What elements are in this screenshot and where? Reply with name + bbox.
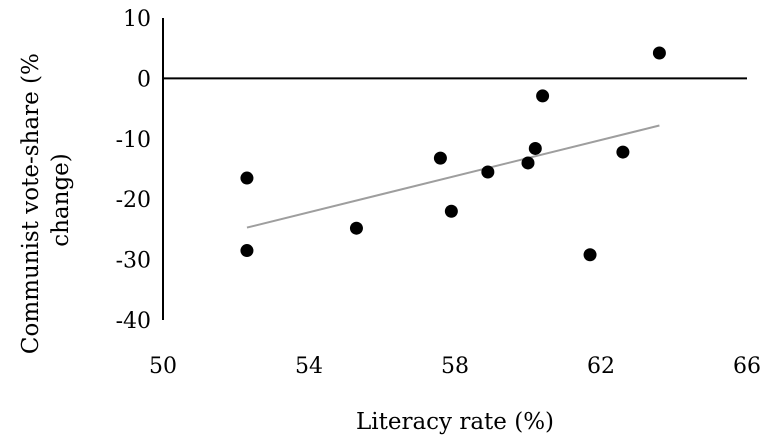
data-point <box>481 165 495 179</box>
y-tick-label: -30 <box>116 249 151 274</box>
axes <box>162 18 747 320</box>
points-layer <box>240 46 666 262</box>
x-tick-label: 62 <box>587 354 615 379</box>
y-tick-label: 0 <box>137 67 151 92</box>
x-tick-label: 50 <box>149 354 177 379</box>
x-tick-label: 54 <box>295 354 323 379</box>
tick-labels: 10 0 -10 -20 -30 -40 50 54 58 62 66 <box>116 7 761 379</box>
y-axis-title-line-2: change) <box>48 153 74 247</box>
data-point <box>240 171 254 185</box>
data-point <box>240 244 254 258</box>
trendline <box>246 124 660 229</box>
y-tick-label: -20 <box>116 188 151 213</box>
data-point <box>528 141 542 155</box>
data-point <box>652 46 666 60</box>
x-axis-title: Literacy rate (%) <box>356 409 554 435</box>
data-point <box>444 204 458 218</box>
data-point <box>521 156 535 170</box>
y-axis-title: Communist vote-share (% change) <box>18 46 74 354</box>
data-point <box>616 145 630 159</box>
y-tick-label: 10 <box>123 7 151 32</box>
x-tick-label: 58 <box>441 354 469 379</box>
data-point <box>536 89 550 103</box>
data-point <box>349 221 363 235</box>
y-axis-title-line-1: Communist vote-share (% <box>18 53 44 354</box>
y-tick-label: -10 <box>116 128 151 153</box>
x-tick-label: 66 <box>733 354 761 379</box>
data-point <box>433 151 447 165</box>
trendline-layer <box>246 124 660 229</box>
y-tick-label: -40 <box>116 309 151 334</box>
data-point <box>583 248 597 262</box>
